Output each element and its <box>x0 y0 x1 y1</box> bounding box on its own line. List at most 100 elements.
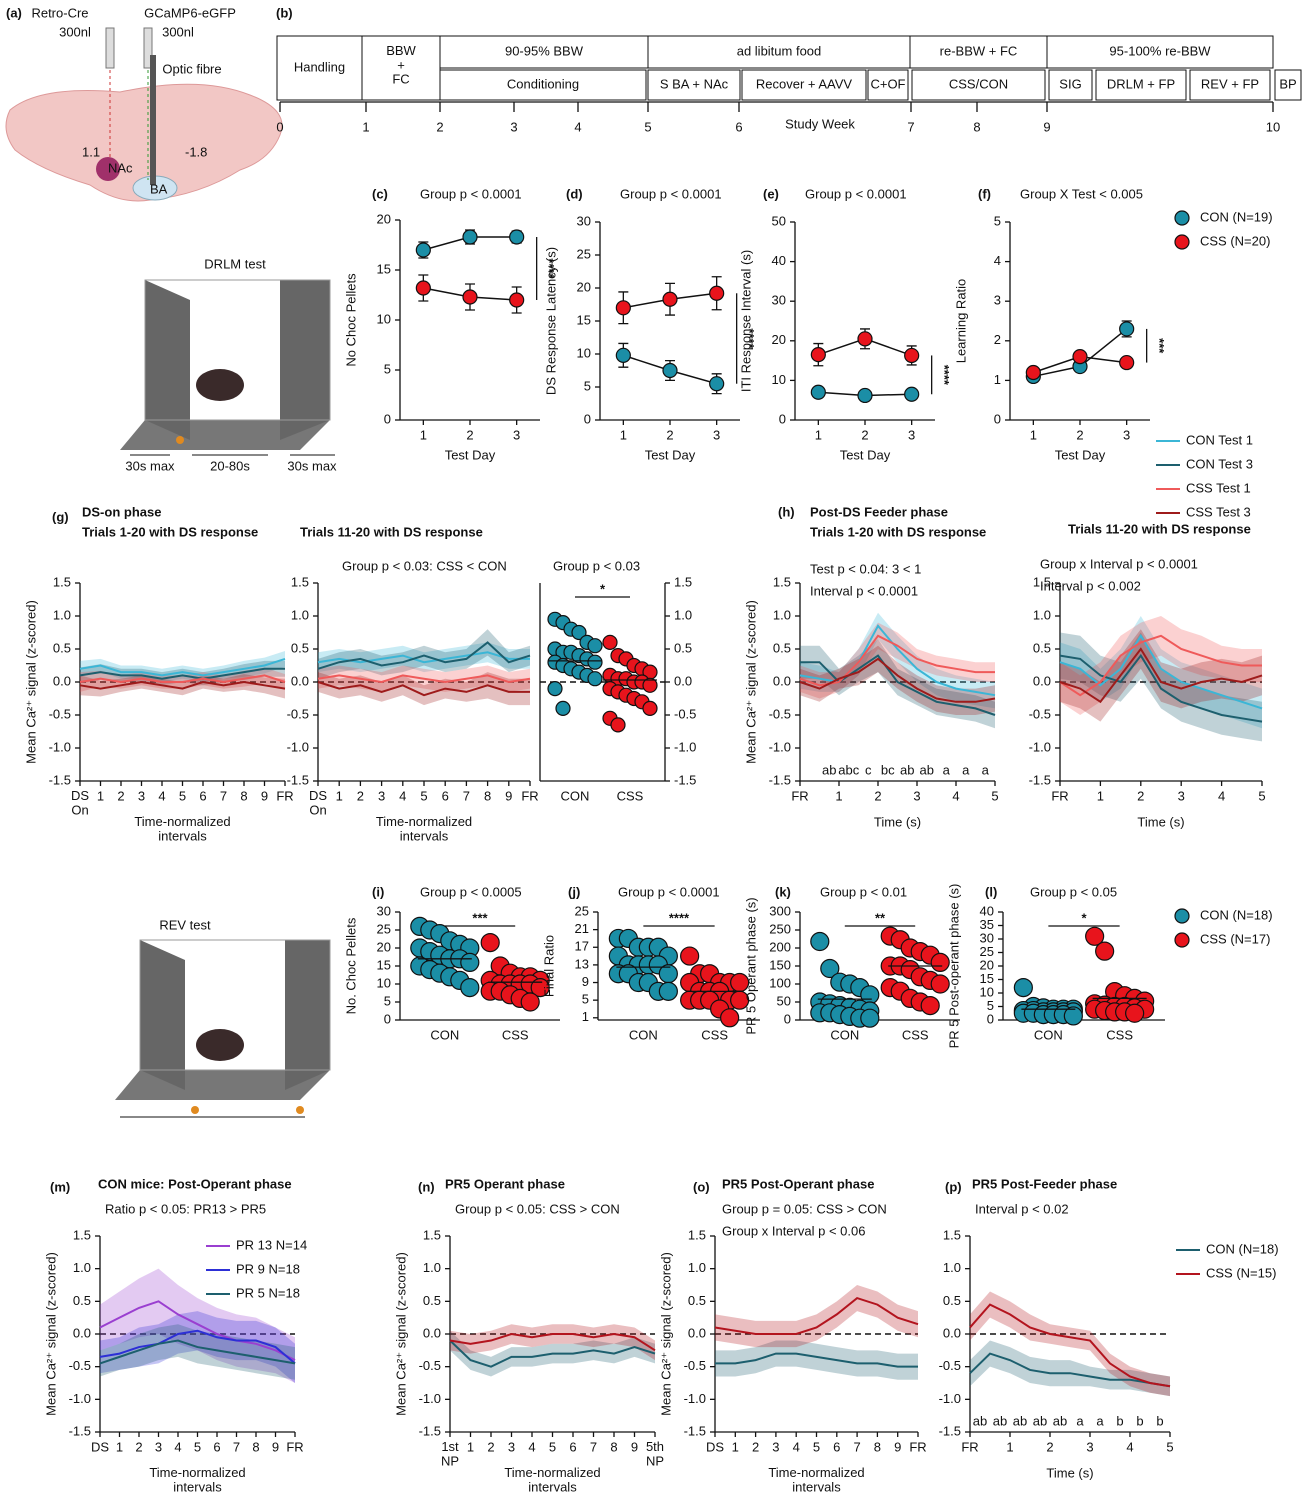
y-tick-label: 15 <box>377 261 391 276</box>
x-tick-label: 5 <box>1166 1439 1173 1454</box>
y-tick-label: 0 <box>384 411 391 426</box>
timeline-tick-label: 9 <box>1043 119 1050 134</box>
y-tick-label: -1.0 <box>69 1391 91 1406</box>
y-tick-label: 0 <box>784 1011 791 1026</box>
y-tick-label: -0.5 <box>69 1358 91 1373</box>
y-tick-label: 200 <box>769 939 791 954</box>
timeline-tick-label: 0 <box>276 119 283 134</box>
stat-note: Interval p < 0.02 <box>975 1201 1069 1216</box>
significance: **** <box>937 365 952 386</box>
y-axis-label: ITI Response Interval (s) <box>738 250 753 392</box>
post-hoc-letter: ab <box>1053 1413 1067 1428</box>
stat-note: Group p < 0.03 <box>553 558 640 573</box>
y-tick-label: 0.5 <box>423 1293 441 1308</box>
legend-label: PR 13 N=14 <box>236 1237 307 1252</box>
timeline-tick-label: 1 <box>362 119 369 134</box>
post-hoc-letter: a <box>943 762 951 777</box>
x-tick-label: 1 <box>420 427 427 442</box>
stat-note: Group p < 0.01 <box>820 884 907 899</box>
timeline-tick-label: 10 <box>1266 119 1280 134</box>
data-point <box>521 993 539 1011</box>
x-tick-label: 1 <box>467 1439 474 1454</box>
y-tick-label: 0.5 <box>73 1293 91 1308</box>
y-tick-label: 0.5 <box>291 640 309 655</box>
x-tick-label: 4 <box>1126 1439 1133 1454</box>
y-tick-label: 1 <box>994 372 1001 387</box>
mean-marker <box>710 377 724 391</box>
post-hoc-letter: b <box>1116 1413 1123 1428</box>
y-tick-label: 5 <box>994 213 1001 228</box>
post-hoc-letter: ab <box>822 762 836 777</box>
arena-wall <box>285 940 330 1090</box>
mean-marker <box>710 286 724 300</box>
panel-label: (e) <box>763 186 779 201</box>
timeline-label: REV + FP <box>1201 76 1259 91</box>
legend-label: CON Test 3 <box>1186 456 1253 471</box>
data-point <box>643 701 657 715</box>
y-tick-label: -0.5 <box>684 1358 706 1373</box>
panel-label: (m) <box>50 1179 70 1194</box>
y-tick-label: 1.0 <box>1033 607 1051 622</box>
data-point <box>588 639 602 653</box>
panel-heading: CON mice: Post-Operant phase <box>98 1176 292 1191</box>
y-tick-label: 1.5 <box>674 574 692 589</box>
mean-marker <box>811 348 825 362</box>
x-axis-label: Test Day <box>645 447 696 462</box>
x-tick-label: 4 <box>1218 788 1225 803</box>
x-tick-label: 3 <box>1086 1439 1093 1454</box>
y-tick-label: -0.5 <box>49 706 71 721</box>
stat-note: Group p < 0.03: CSS < CON <box>342 558 507 573</box>
x-tick-label: 6 <box>833 1439 840 1454</box>
x-tick-label: 8 <box>252 1439 259 1454</box>
y-tick-label: 1.5 <box>688 1227 706 1242</box>
x-tick-label: 4 <box>399 788 406 803</box>
x-tick-label: 6 <box>442 788 449 803</box>
y-tick-label: -0.5 <box>419 1358 441 1373</box>
x-tick-label: 3 <box>908 427 915 442</box>
y-tick-label: 0.0 <box>773 673 791 688</box>
data-point <box>1126 1004 1144 1022</box>
y-tick-label: -1.0 <box>684 1391 706 1406</box>
y-tick-label: 0 <box>584 411 591 426</box>
x-tick-label: 1 <box>732 1439 739 1454</box>
post-hoc-letter: ab <box>1013 1413 1027 1428</box>
legend-label: CSS (N=17) <box>1200 931 1270 946</box>
x-tick-label: 3 <box>1178 788 1185 803</box>
y-tick-label: 1.5 <box>773 574 791 589</box>
x-axis-label: Time (s) <box>874 814 921 829</box>
y-tick-label: 30 <box>377 903 391 918</box>
x-tick-label: 2 <box>1137 788 1144 803</box>
x-tick-label: FR <box>961 1439 978 1454</box>
y-tick-label: 1.0 <box>688 1260 706 1275</box>
y-tick-label: 0.0 <box>1033 673 1051 688</box>
y-tick-label: 5 <box>384 361 391 376</box>
arena-wall <box>145 280 190 440</box>
legend-label: CSS (N=15) <box>1206 1265 1276 1280</box>
mean-marker <box>463 290 477 304</box>
x-tick-label: 4 <box>528 1439 535 1454</box>
x-axis-label: Time (s) <box>1046 1465 1093 1480</box>
y-tick-label: 30 <box>772 293 786 308</box>
y-axis-label: No. Choc Pellets <box>343 917 358 1014</box>
y-tick-label: 21 <box>575 921 589 936</box>
post-hoc-letter: abc <box>838 762 859 777</box>
mean-marker <box>663 364 677 378</box>
x-tick-label: 5 <box>813 1439 820 1454</box>
y-tick-label: -0.5 <box>1029 706 1051 721</box>
timing-label: 30s max <box>287 458 337 473</box>
x-tick-label: CON <box>629 1027 658 1042</box>
stat-note: Test p < 0.04: 3 < 1 <box>810 561 921 576</box>
timeline-tick-label: 3 <box>510 119 517 134</box>
x-tick-label: 5thNP <box>646 1439 664 1468</box>
data-point <box>556 701 570 715</box>
timeline-label: C+OF <box>870 76 905 91</box>
data-point <box>921 997 939 1015</box>
y-tick-label: -0.5 <box>769 706 791 721</box>
y-tick-label: 0.0 <box>688 1325 706 1340</box>
y-axis-label: PR 5 Operant phase (s) <box>743 897 758 1034</box>
timeline-tick-label: 7 <box>907 119 914 134</box>
y-tick-label: 1.0 <box>73 1260 91 1275</box>
timeline-label: Conditioning <box>507 76 579 91</box>
timeline-label: Handling <box>294 59 345 74</box>
y-tick-label: 0.5 <box>674 640 692 655</box>
